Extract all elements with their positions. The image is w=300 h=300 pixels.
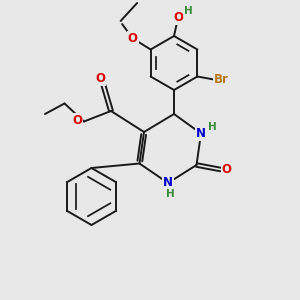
Text: O: O: [72, 113, 82, 127]
Text: O: O: [128, 32, 138, 45]
Text: O: O: [221, 163, 232, 176]
Text: N: N: [163, 176, 173, 190]
Text: O: O: [173, 11, 183, 24]
Text: H: H: [184, 6, 193, 16]
Text: O: O: [95, 72, 106, 86]
Text: N: N: [196, 127, 206, 140]
Text: H: H: [208, 122, 217, 132]
Text: Br: Br: [214, 73, 229, 86]
Text: H: H: [166, 189, 175, 200]
